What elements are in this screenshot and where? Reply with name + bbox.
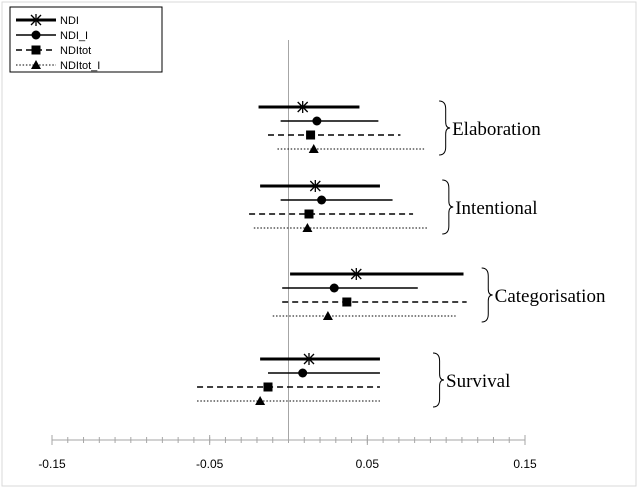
legend-marker-triangle: [31, 60, 41, 69]
point-triangle: [255, 396, 266, 405]
group-label-categorisation: Categorisation: [495, 286, 606, 307]
point-square: [342, 297, 352, 307]
group-labels: Elaboration Intentional Categorisation Surv…: [432, 100, 606, 408]
legend: NDI NDI_I NDItot NDItot_I: [9, 6, 163, 73]
group-brace: [481, 267, 493, 323]
legend-label-ndi_i: NDI_I: [60, 30, 88, 42]
point-triangle: [302, 223, 313, 232]
legend-label-ndi: NDI: [60, 15, 79, 27]
x-tick-label: 0.15: [513, 457, 537, 471]
legend-marker-asterisk: [30, 14, 42, 26]
x-axis: -0.15 -0.05 0.05 0.15: [38, 435, 537, 471]
point-circle: [317, 195, 327, 205]
legend-label-nditot_i: NDItot_I: [60, 60, 100, 72]
point-asterisk: [303, 353, 315, 365]
point-triangle: [308, 144, 319, 153]
legend-label-nditot: NDItot: [60, 45, 91, 57]
point-asterisk: [309, 180, 321, 192]
x-tick-label: 0.05: [356, 457, 380, 471]
point-circle: [298, 368, 308, 378]
group-label-survival: Survival: [446, 371, 510, 392]
legend-marker-square: [31, 45, 41, 55]
point-circle: [312, 116, 322, 126]
point-asterisk: [297, 101, 309, 113]
legend-box: [9, 6, 163, 73]
legend-marker-circle: [31, 30, 41, 40]
point-triangle: [322, 311, 333, 320]
series-layer: [197, 101, 467, 405]
point-square: [304, 209, 314, 219]
point-square: [306, 130, 316, 140]
x-tick-label: -0.05: [196, 457, 224, 471]
group-label-intentional: Intentional: [455, 198, 537, 219]
group-brace: [439, 100, 451, 156]
point-circle: [329, 283, 339, 293]
x-tick-label: -0.15: [38, 457, 66, 471]
group-label-elaboration: Elaboration: [452, 119, 541, 140]
point-asterisk: [350, 268, 362, 280]
point-square: [263, 382, 273, 392]
group-brace: [432, 352, 445, 408]
